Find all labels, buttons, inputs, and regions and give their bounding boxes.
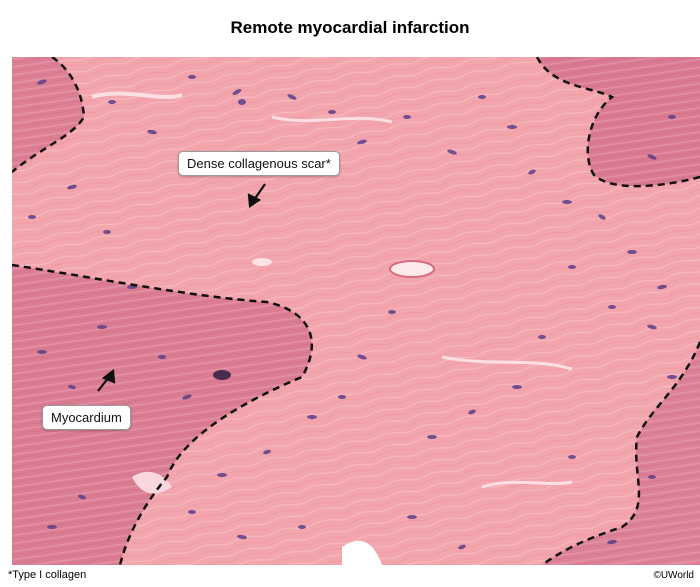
scar-label: Dense collagenous scar* bbox=[178, 151, 340, 176]
footnote: *Type I collagen bbox=[8, 569, 87, 581]
nuclei bbox=[28, 75, 677, 550]
myocardium-label: Myocardium bbox=[42, 405, 131, 430]
micrograph bbox=[12, 57, 700, 565]
boundary-lines bbox=[12, 57, 700, 565]
myocardium-arrow bbox=[97, 368, 116, 392]
scar-arrow bbox=[247, 183, 266, 208]
figure-title: Remote myocardial infarction bbox=[230, 18, 470, 37]
credit: ©UWorld bbox=[653, 570, 694, 581]
vessel-lumen bbox=[389, 260, 435, 278]
